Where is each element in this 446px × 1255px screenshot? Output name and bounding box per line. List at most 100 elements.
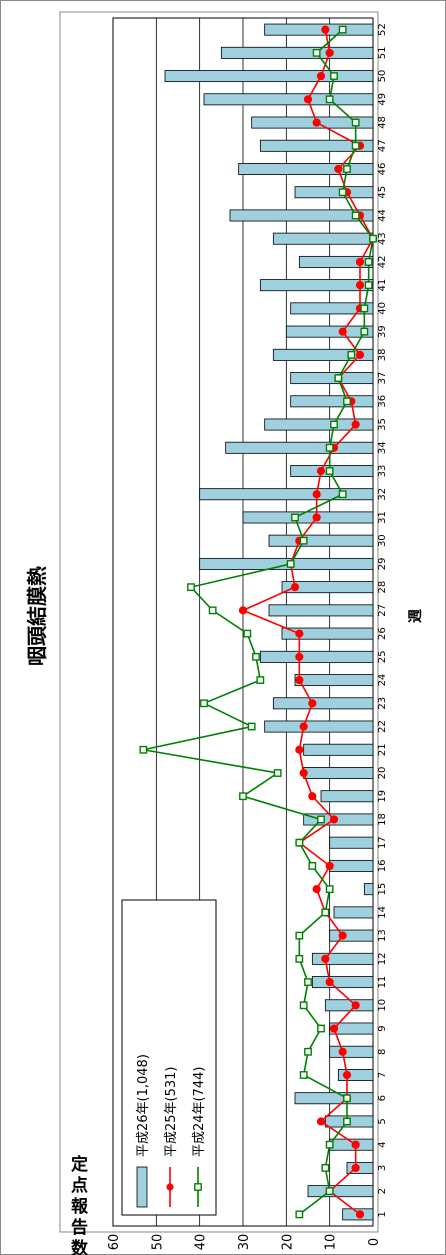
x-tick-label: 45	[377, 186, 388, 199]
data-point	[351, 1140, 360, 1149]
y-tick-label: 30	[237, 1234, 252, 1251]
bar	[329, 1045, 374, 1058]
bar	[264, 720, 374, 733]
bar	[329, 836, 374, 849]
bar	[337, 1069, 374, 1081]
x-tick-label: 22	[377, 720, 388, 733]
data-point	[312, 118, 321, 127]
x-tick-label: 41	[377, 279, 388, 292]
x-tick-label: 52	[377, 23, 388, 36]
x-tick-label: 2	[377, 1188, 388, 1194]
bar	[329, 929, 374, 942]
bar	[281, 581, 374, 594]
x-tick-label: 36	[377, 395, 388, 408]
bar	[329, 1022, 374, 1035]
legend-label: 平成24年(744)	[192, 1067, 207, 1158]
bar	[264, 418, 374, 431]
bar	[229, 209, 374, 222]
data-point	[295, 745, 304, 754]
x-tick-label: 29	[377, 558, 388, 571]
x-tick-label: 44	[377, 209, 388, 222]
bar	[238, 163, 374, 175]
data-point	[208, 606, 217, 615]
data-point	[295, 675, 304, 685]
x-tick-label: 48	[377, 116, 388, 129]
x-tick-label: 15	[377, 883, 388, 896]
data-point	[325, 1187, 334, 1196]
data-point	[364, 258, 373, 266]
data-point	[299, 1071, 308, 1079]
chart-title: 咽頭結膜熱	[25, 566, 49, 666]
data-point	[312, 885, 321, 894]
x-tick-label: 11	[377, 976, 388, 989]
bar	[307, 1185, 374, 1198]
data-point	[304, 978, 312, 986]
data-point	[308, 862, 317, 870]
bar	[329, 1138, 374, 1151]
bar	[199, 488, 374, 501]
x-tick-label: 10	[377, 999, 388, 1012]
data-point	[330, 420, 338, 429]
bar	[324, 999, 374, 1012]
y-tick-label: 40	[194, 1234, 209, 1251]
data-point	[299, 722, 308, 731]
legend-swatch	[136, 1166, 148, 1208]
data-point	[316, 466, 326, 476]
data-point	[355, 350, 365, 359]
data-point	[351, 211, 360, 220]
bar	[272, 348, 374, 361]
bar	[268, 534, 374, 547]
plot-area: 0102030405060123456789101112131415161718…	[107, 17, 388, 1251]
data-point	[364, 281, 373, 290]
x-tick-label: 9	[377, 1025, 388, 1031]
bar	[268, 604, 374, 617]
bar	[259, 650, 374, 663]
bar	[333, 906, 374, 919]
x-tick-label: 34	[377, 441, 388, 454]
x-tick-label: 20	[377, 767, 388, 780]
data-point	[338, 1047, 347, 1056]
data-point	[338, 327, 347, 336]
bar	[290, 372, 374, 385]
data-point	[273, 769, 282, 777]
data-point	[295, 931, 304, 940]
x-tick-label: 27	[377, 604, 388, 617]
data-point	[351, 141, 360, 150]
x-tick-label: 8	[377, 1049, 388, 1055]
data-point	[325, 443, 334, 452]
data-point	[238, 606, 248, 615]
data-point	[304, 1047, 312, 1056]
x-tick-label: 12	[377, 952, 388, 965]
y-tick-label: 60	[107, 1234, 122, 1251]
data-point	[187, 583, 195, 592]
data-point	[299, 1001, 308, 1010]
data-point	[295, 629, 304, 638]
data-point	[351, 420, 360, 429]
y-tick-label: 10	[324, 1234, 339, 1251]
bar	[220, 46, 374, 59]
x-tick-label: 23	[377, 697, 388, 710]
y-tick-label: 50	[150, 1234, 165, 1251]
data-point	[243, 629, 252, 638]
bar	[320, 790, 374, 803]
data-point	[295, 652, 304, 661]
data-point	[338, 25, 347, 34]
x-tick-label: 6	[377, 1095, 388, 1101]
legend-marker	[166, 1183, 174, 1191]
data-point	[299, 768, 308, 778]
x-tick-label: 21	[377, 743, 388, 756]
data-point	[252, 652, 260, 661]
data-point	[329, 1024, 339, 1033]
x-tick-label: 28	[377, 581, 388, 594]
data-point	[325, 977, 334, 987]
x-tick-label: 35	[377, 418, 388, 431]
x-tick-label: 51	[377, 46, 388, 59]
bar	[242, 511, 374, 524]
x-tick-label: 14	[377, 906, 388, 919]
data-point	[343, 1117, 351, 1126]
x-tick-label: 3	[377, 1165, 388, 1171]
data-point	[312, 513, 321, 522]
x-tick-label: 47	[377, 139, 388, 152]
bar	[203, 93, 374, 106]
data-point	[334, 164, 343, 174]
